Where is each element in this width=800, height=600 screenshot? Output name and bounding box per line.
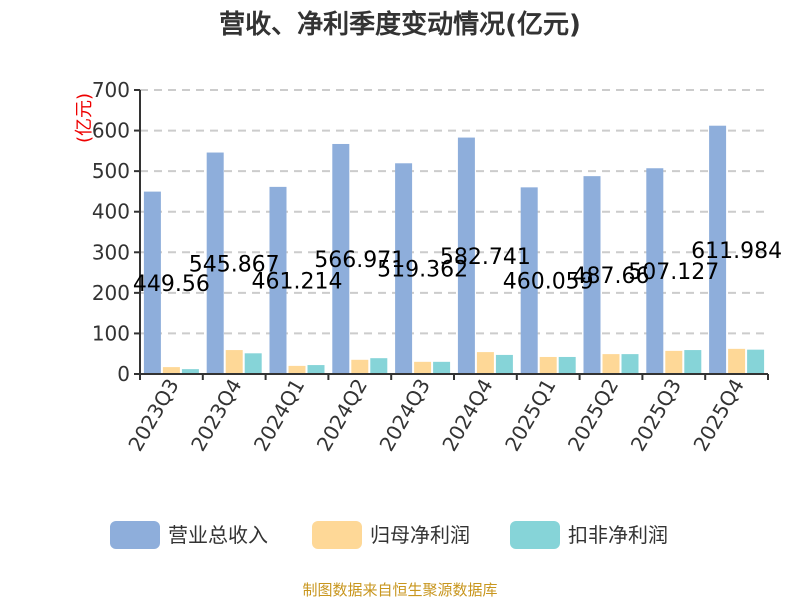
data-label: 582.741 <box>440 245 531 270</box>
data-label: 545.867 <box>189 252 280 277</box>
chart-title: 营收、净利季度变动情况(亿元) <box>219 9 581 40</box>
data-label: 507.127 <box>628 260 719 285</box>
legend-label: 扣非净利润 <box>568 523 668 547</box>
bar-2025Q1-1 <box>539 356 557 374</box>
bar-2025Q4-2 <box>747 349 765 374</box>
data-label: 487.66 <box>573 264 650 289</box>
bar-2025Q4-0 <box>709 125 727 374</box>
y-tick-label: 600 <box>92 119 130 143</box>
bar-2025Q2-0 <box>583 176 601 374</box>
bar-2024Q1-2 <box>307 365 325 374</box>
data-label: 519.362 <box>377 258 468 283</box>
data-label: 449.56 <box>133 272 210 297</box>
x-tick-label: 2024Q1 <box>249 375 309 456</box>
legend-swatch <box>312 521 362 549</box>
legend-item-2[interactable]: 扣非净利润 <box>510 521 668 549</box>
x-tick-label: 2024Q4 <box>437 375 497 456</box>
y-tick-label: 700 <box>92 78 130 102</box>
bar-2024Q1-1 <box>288 365 306 374</box>
bar-2023Q3-1 <box>162 367 180 374</box>
bar-2024Q1-0 <box>269 186 287 374</box>
bar-2023Q4-0 <box>206 152 224 374</box>
data-label: 460.059 <box>503 270 594 295</box>
legend-label: 营业总收入 <box>168 523 268 547</box>
x-tick-label: 2025Q4 <box>688 375 748 456</box>
y-tick-label: 100 <box>92 321 130 345</box>
data-label: 611.984 <box>691 239 782 264</box>
bar-2024Q4-0 <box>457 137 475 374</box>
legend-swatch <box>110 521 160 549</box>
x-tick-label: 2024Q2 <box>312 375 372 456</box>
bar-2023Q3-2 <box>181 369 199 374</box>
bar-2025Q1-0 <box>520 187 538 374</box>
data-label: 566.971 <box>314 248 405 273</box>
bar-2023Q4-1 <box>225 350 243 374</box>
bar-2025Q2-1 <box>602 354 620 374</box>
legend-label: 归母净利润 <box>370 523 470 547</box>
bar-2025Q3-2 <box>684 350 702 374</box>
y-tick-label: 500 <box>92 159 130 183</box>
y-tick-label: 300 <box>92 240 130 264</box>
legend-item-1[interactable]: 归母净利润 <box>312 521 470 549</box>
bar-2024Q3-0 <box>395 163 413 374</box>
bar-2025Q2-2 <box>621 354 639 374</box>
bar-2024Q4-2 <box>495 354 513 374</box>
source-note: 制图数据来自恒生聚源数据库 <box>302 581 497 599</box>
bar-2025Q3-0 <box>646 168 664 374</box>
bar-2024Q2-2 <box>370 358 388 374</box>
bar-2025Q3-1 <box>665 350 683 374</box>
legend-item-0[interactable]: 营业总收入 <box>110 521 268 549</box>
x-tick-label: 2023Q4 <box>186 375 246 456</box>
bar-2025Q1-2 <box>558 356 576 374</box>
bar-2024Q4-1 <box>476 352 494 374</box>
x-tick-label: 2023Q3 <box>123 375 183 456</box>
bar-2025Q4-1 <box>728 348 746 374</box>
bar-2023Q3-0 <box>143 191 161 374</box>
y-tick-label: 400 <box>92 200 130 224</box>
legend-swatch <box>510 521 560 549</box>
y-tick-label: 0 <box>117 362 130 386</box>
bar-2024Q3-1 <box>414 361 432 374</box>
x-tick-label: 2025Q3 <box>626 375 686 456</box>
bar-2024Q2-0 <box>332 143 350 374</box>
y-axis-label: (亿元) <box>74 93 95 143</box>
x-tick-label: 2025Q2 <box>563 375 623 456</box>
data-label: 461.214 <box>252 269 343 294</box>
x-tick-label: 2025Q1 <box>500 375 560 456</box>
x-tick-label: 2024Q3 <box>374 375 434 456</box>
bar-2023Q4-2 <box>244 353 262 374</box>
bar-2024Q3-2 <box>433 361 451 374</box>
y-tick-label: 200 <box>92 281 130 305</box>
bar-2024Q2-1 <box>351 359 369 374</box>
